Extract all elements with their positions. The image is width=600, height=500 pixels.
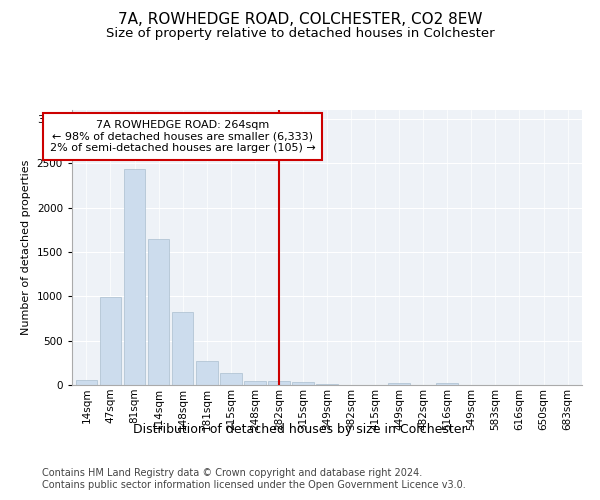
Bar: [220, 374, 242, 385]
Bar: [436, 383, 458, 385]
Bar: [316, 384, 338, 385]
Bar: [172, 312, 193, 385]
Text: 7A, ROWHEDGE ROAD, COLCHESTER, CO2 8EW: 7A, ROWHEDGE ROAD, COLCHESTER, CO2 8EW: [118, 12, 482, 28]
Bar: [268, 381, 290, 385]
Text: Distribution of detached houses by size in Colchester: Distribution of detached houses by size …: [133, 422, 467, 436]
Bar: [244, 382, 266, 385]
Bar: [292, 382, 314, 385]
Bar: [388, 383, 410, 385]
Y-axis label: Number of detached properties: Number of detached properties: [21, 160, 31, 335]
Text: 7A ROWHEDGE ROAD: 264sqm
← 98% of detached houses are smaller (6,333)
2% of semi: 7A ROWHEDGE ROAD: 264sqm ← 98% of detach…: [50, 120, 316, 153]
Bar: [196, 362, 218, 385]
Bar: [100, 297, 121, 385]
Bar: [124, 170, 145, 385]
Bar: [76, 380, 97, 385]
Text: Contains HM Land Registry data © Crown copyright and database right 2024.
Contai: Contains HM Land Registry data © Crown c…: [42, 468, 466, 490]
Text: Size of property relative to detached houses in Colchester: Size of property relative to detached ho…: [106, 28, 494, 40]
Bar: [148, 238, 169, 385]
